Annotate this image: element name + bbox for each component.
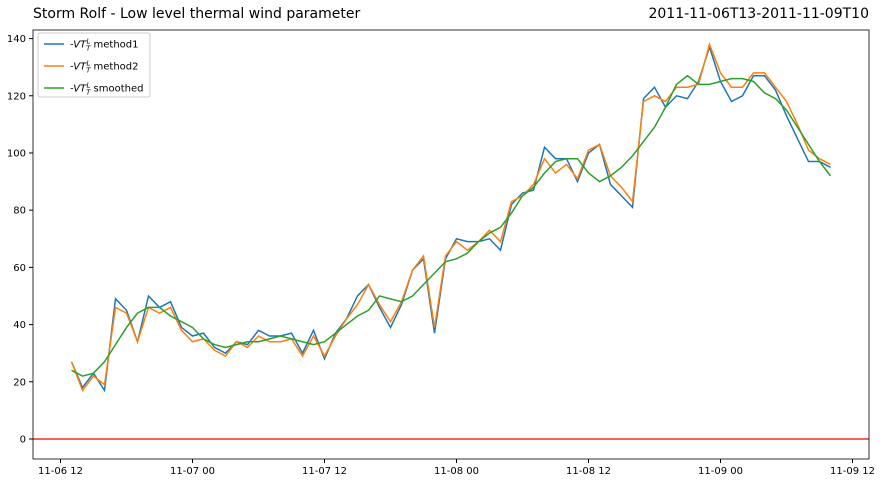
x-tick-label: 11-09 12 [830, 466, 875, 477]
legend-label: -VTTL method2 [70, 60, 139, 75]
x-tick-label: 11-07 00 [170, 466, 215, 477]
y-tick-label: 120 [7, 91, 26, 102]
legend-label: -VTTL smoothed [70, 82, 143, 97]
legend-label: -VTTL method1 [70, 38, 139, 53]
series-line [70, 44, 831, 393]
y-tick-label: 40 [13, 320, 26, 331]
y-tick-label: 20 [13, 377, 26, 388]
series-line [70, 41, 831, 392]
x-tick-label: 11-07 12 [302, 466, 347, 477]
x-tick-label: 11-06 12 [38, 466, 83, 477]
series-line [71, 74, 832, 377]
x-tick-label: 11-08 00 [434, 466, 479, 477]
y-tick-label: 140 [7, 34, 26, 45]
y-tick-label: 80 [13, 206, 26, 217]
x-tick-label: 11-08 12 [566, 466, 611, 477]
chart-title: Storm Rolf - Low level thermal wind para… [33, 6, 360, 22]
legend-box [37, 32, 151, 98]
y-tick-label: 0 [20, 434, 26, 445]
x-tick-label: 11-09 00 [698, 466, 743, 477]
plot-frame [32, 29, 870, 460]
y-tick-label: 100 [7, 148, 26, 159]
y-tick-label: 60 [13, 263, 26, 274]
chart-subtitle: 2011-11-06T13-2011-11-09T10 [648, 6, 869, 22]
